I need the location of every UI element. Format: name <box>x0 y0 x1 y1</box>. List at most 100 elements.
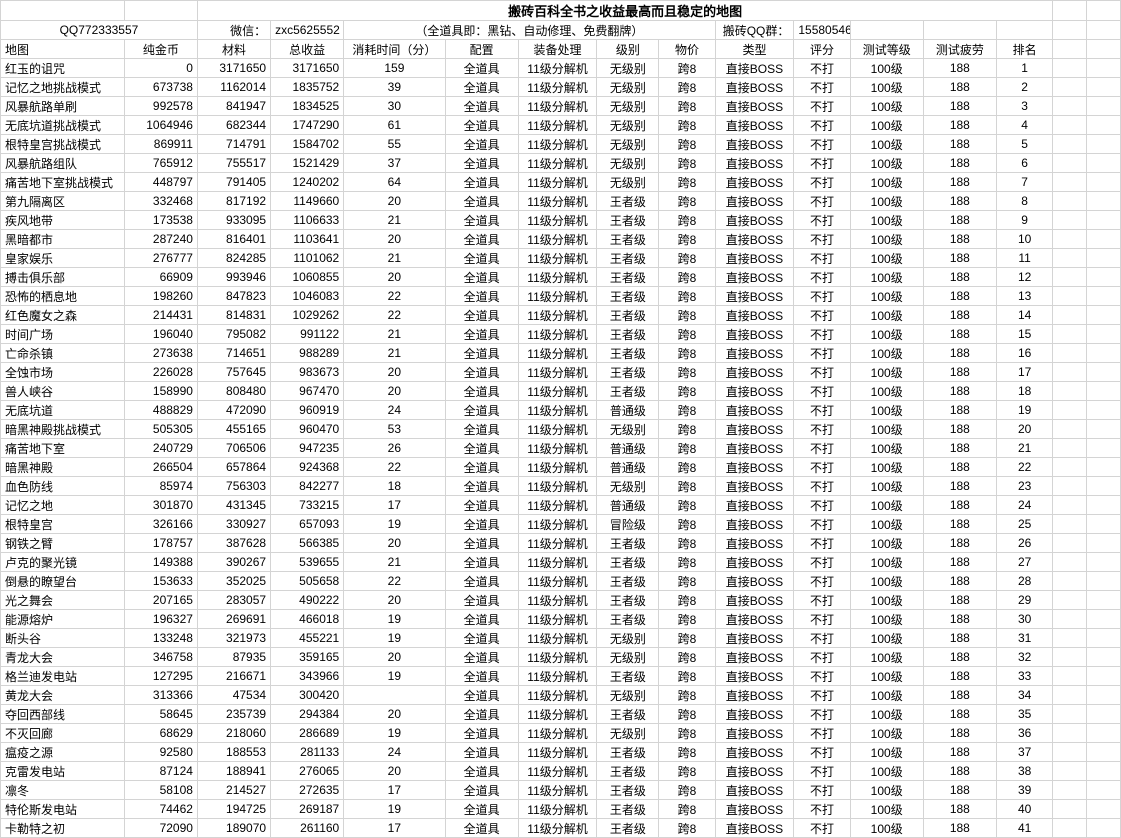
cell[interactable]: 11级分解机 <box>518 743 597 762</box>
cell[interactable]: 全道具 <box>445 553 518 572</box>
cell[interactable]: 无级别 <box>597 116 659 135</box>
cell[interactable]: 28 <box>996 572 1052 591</box>
cell[interactable]: 61 <box>344 116 445 135</box>
cell[interactable]: 924368 <box>271 458 344 477</box>
cell[interactable]: 11级分解机 <box>518 59 597 78</box>
cell[interactable]: 100级 <box>850 610 923 629</box>
cell[interactable]: 194725 <box>197 800 270 819</box>
cell[interactable]: 不打 <box>794 230 850 249</box>
cell[interactable]: 11级分解机 <box>518 135 597 154</box>
cell[interactable]: 跨8 <box>659 572 715 591</box>
cell[interactable]: 188 <box>923 192 996 211</box>
cell[interactable]: 11级分解机 <box>518 591 597 610</box>
cell[interactable]: 跨8 <box>659 686 715 705</box>
cell[interactable]: 11级分解机 <box>518 363 597 382</box>
cell[interactable]: 不打 <box>794 477 850 496</box>
cell[interactable]: 27 <box>996 553 1052 572</box>
cell[interactable]: 21 <box>344 325 445 344</box>
cell[interactable]: 682344 <box>197 116 270 135</box>
cell[interactable]: 967470 <box>271 382 344 401</box>
cell[interactable]: 普通级 <box>597 458 659 477</box>
cell[interactable]: 全道具 <box>445 762 518 781</box>
cell[interactable]: 不打 <box>794 515 850 534</box>
cell[interactable]: 188553 <box>197 743 270 762</box>
cell[interactable]: 无级别 <box>597 629 659 648</box>
cell[interactable]: 505305 <box>124 420 197 439</box>
cell[interactable]: 记忆之地挑战模式 <box>1 78 125 97</box>
cell[interactable]: 王者级 <box>597 211 659 230</box>
cell[interactable]: 22 <box>344 458 445 477</box>
col-header[interactable]: 测试等级 <box>850 40 923 59</box>
cell[interactable]: 11级分解机 <box>518 781 597 800</box>
cell[interactable]: 不打 <box>794 686 850 705</box>
cell[interactable]: 11级分解机 <box>518 211 597 230</box>
cell[interactable]: 全道具 <box>445 173 518 192</box>
cell[interactable]: 20 <box>344 192 445 211</box>
cell[interactable]: 能源熔炉 <box>1 610 125 629</box>
cell[interactable]: 跨8 <box>659 306 715 325</box>
cell[interactable]: 714651 <box>197 344 270 363</box>
cell[interactable]: 30 <box>996 610 1052 629</box>
cell[interactable]: 直接BOSS <box>715 762 794 781</box>
cell[interactable]: 跨8 <box>659 762 715 781</box>
cell[interactable]: 85974 <box>124 477 197 496</box>
cell[interactable]: 全道具 <box>445 648 518 667</box>
cell[interactable]: 261160 <box>271 819 344 838</box>
cell[interactable]: 100级 <box>850 97 923 116</box>
cell[interactable]: 25 <box>996 515 1052 534</box>
cell[interactable]: 214527 <box>197 781 270 800</box>
col-header[interactable]: 类型 <box>715 40 794 59</box>
cell[interactable]: 跨8 <box>659 667 715 686</box>
cell[interactable]: 1240202 <box>271 173 344 192</box>
col-header[interactable]: 物价 <box>659 40 715 59</box>
cell[interactable]: 188 <box>923 819 996 838</box>
cell[interactable]: 全道具 <box>445 97 518 116</box>
cell[interactable]: 100级 <box>850 306 923 325</box>
cell[interactable]: 188 <box>923 325 996 344</box>
cell[interactable]: 王者级 <box>597 249 659 268</box>
cell[interactable]: 8 <box>996 192 1052 211</box>
cell[interactable]: 不打 <box>794 211 850 230</box>
cell[interactable]: 1834525 <box>271 97 344 116</box>
col-header[interactable]: 配置 <box>445 40 518 59</box>
cell[interactable]: 直接BOSS <box>715 667 794 686</box>
cell[interactable]: 714791 <box>197 135 270 154</box>
cell[interactable]: 21 <box>344 211 445 230</box>
cell[interactable]: 300420 <box>271 686 344 705</box>
cell[interactable]: 17 <box>344 496 445 515</box>
cell[interactable]: 266504 <box>124 458 197 477</box>
cell[interactable]: 黑暗都市 <box>1 230 125 249</box>
cell[interactable]: 克雷发电站 <box>1 762 125 781</box>
cell[interactable]: 40 <box>996 800 1052 819</box>
cell[interactable]: 188 <box>923 344 996 363</box>
cell[interactable]: 11级分解机 <box>518 572 597 591</box>
cell[interactable]: 488829 <box>124 401 197 420</box>
cell[interactable]: 3171650 <box>197 59 270 78</box>
cell[interactable]: 21 <box>344 344 445 363</box>
cell[interactable]: 直接BOSS <box>715 382 794 401</box>
cell[interactable]: 红色魔女之森 <box>1 306 125 325</box>
cell[interactable]: 恐怖的栖息地 <box>1 287 125 306</box>
cell[interactable]: 100级 <box>850 648 923 667</box>
cell[interactable]: 287240 <box>124 230 197 249</box>
cell[interactable]: 100级 <box>850 173 923 192</box>
cell[interactable]: 100级 <box>850 781 923 800</box>
col-header[interactable]: 总收益 <box>271 40 344 59</box>
cell[interactable]: 10 <box>996 230 1052 249</box>
cell[interactable]: 跨8 <box>659 97 715 116</box>
cell[interactable]: 100级 <box>850 629 923 648</box>
cell[interactable]: 188 <box>923 59 996 78</box>
cell[interactable]: 387628 <box>197 534 270 553</box>
cell[interactable]: 12 <box>996 268 1052 287</box>
cell[interactable]: 直接BOSS <box>715 534 794 553</box>
cell[interactable]: 38 <box>996 762 1052 781</box>
cell[interactable]: 1101062 <box>271 249 344 268</box>
cell[interactable]: 1835752 <box>271 78 344 97</box>
cell[interactable]: 直接BOSS <box>715 819 794 838</box>
cell[interactable]: 全道具 <box>445 534 518 553</box>
cell[interactable]: 24 <box>344 401 445 420</box>
cell[interactable]: 17 <box>996 363 1052 382</box>
cell[interactable]: 冒险级 <box>597 515 659 534</box>
cell[interactable]: 390267 <box>197 553 270 572</box>
cell[interactable]: 全道具 <box>445 306 518 325</box>
